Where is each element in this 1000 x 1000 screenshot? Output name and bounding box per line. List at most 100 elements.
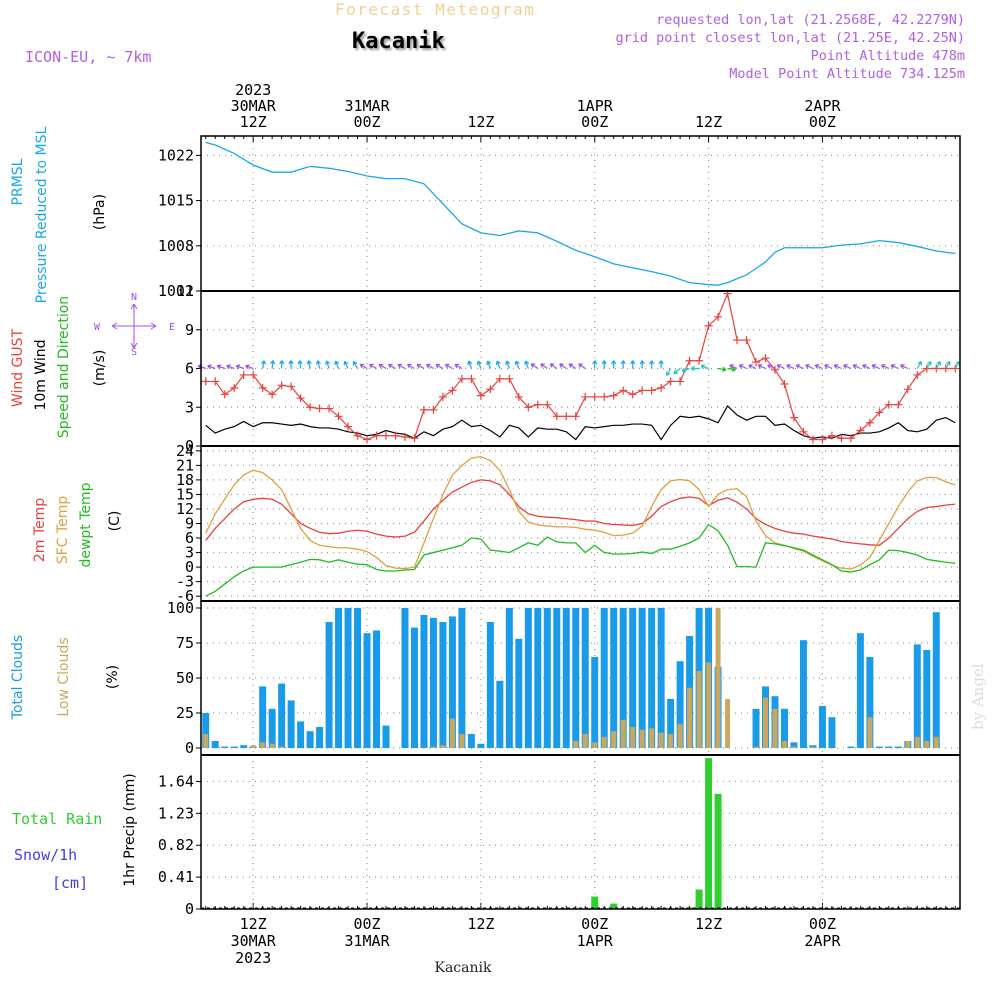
wind-direction-arrow xyxy=(260,360,267,369)
bottom-time-label: 2APR xyxy=(804,932,841,950)
wind-direction-arrow xyxy=(748,364,757,370)
bottom-time-label: 12Z xyxy=(467,915,494,933)
y-tick-label: 12 xyxy=(176,282,194,300)
gust-marker xyxy=(334,412,343,421)
total-cloud-bar xyxy=(325,622,333,748)
dewpoint-label: dewpt Temp xyxy=(78,482,94,567)
y-tick-label: 18 xyxy=(176,471,194,489)
wind-direction-arrow xyxy=(935,361,941,369)
wind-direction-arrow xyxy=(524,360,530,369)
y-tick-label: 1001 xyxy=(158,282,194,300)
snow-unit-label: [cm] xyxy=(52,874,88,892)
wind-unit: (m/s) xyxy=(92,350,108,387)
total-cloud-bar xyxy=(543,608,551,748)
y-tick-label: 1022 xyxy=(158,146,194,164)
total-cloud-bar xyxy=(344,608,352,748)
low-cloud-bar xyxy=(706,662,712,748)
gust-marker xyxy=(344,422,353,431)
gust-marker xyxy=(306,403,315,412)
total-cloud-bar xyxy=(667,699,675,748)
low-cloud-bar xyxy=(260,742,266,748)
clouds-unit: (%) xyxy=(105,665,121,689)
gust-marker xyxy=(666,377,675,386)
temp-sfc-line xyxy=(205,455,956,570)
gust-marker xyxy=(913,370,922,379)
gust-marker xyxy=(571,412,580,421)
gust-marker xyxy=(808,435,817,444)
total-cloud-bar xyxy=(259,686,267,748)
temp-2m-label: 2m Temp xyxy=(32,498,48,562)
top-time-label: 2023 xyxy=(235,81,271,99)
low-cloud-bar xyxy=(459,734,465,748)
wind-direction-arrow xyxy=(824,364,833,370)
wind-direction-arrow xyxy=(900,364,909,370)
gust-marker xyxy=(903,385,912,394)
gust-marker xyxy=(400,432,409,441)
gust-marker xyxy=(296,394,305,403)
wind-direction-arrow xyxy=(833,364,842,370)
wind-direction-arrow xyxy=(945,361,951,369)
total-cloud-bar xyxy=(790,742,798,748)
total-cloud-bar xyxy=(524,608,532,748)
low-cloud-bar xyxy=(781,741,787,748)
wind-direction-arrow xyxy=(454,363,463,370)
wind-direction-arrow xyxy=(658,360,664,369)
total-cloud-bar xyxy=(856,633,864,748)
total-cloud-bar xyxy=(638,608,646,748)
total-cloud-bar xyxy=(515,638,523,748)
gust-marker xyxy=(695,356,704,365)
total-cloud-bar xyxy=(610,608,618,748)
precip-unit: 1hr Precip (mm) xyxy=(122,773,138,886)
top-time-label: 00Z xyxy=(581,113,608,131)
wind-direction-arrow xyxy=(814,364,823,370)
total-cloud-bar xyxy=(799,640,807,748)
total-cloud-bar xyxy=(572,608,580,748)
rain-bar xyxy=(705,758,713,909)
gust-marker xyxy=(325,404,334,413)
top-time-label: 2APR xyxy=(804,97,841,115)
wind-direction-arrow xyxy=(407,363,415,370)
top-time-label: 31MAR xyxy=(344,97,390,115)
total-cloud-bar xyxy=(496,680,504,748)
wind-gust-line xyxy=(205,291,956,441)
grid-point-coords: grid point closest lon,lat (21.25E, 42.2… xyxy=(616,30,966,46)
low-cloud-bar xyxy=(658,732,664,748)
bottom-time-label: 31MAR xyxy=(344,932,390,950)
gust-marker xyxy=(353,431,362,440)
gust-marker xyxy=(884,400,893,409)
total-cloud-bar xyxy=(373,630,381,748)
total-cloud-bar xyxy=(363,633,371,748)
gust-marker xyxy=(657,383,666,392)
total-cloud-bar xyxy=(818,706,826,748)
gust-marker xyxy=(543,400,552,409)
wind-direction-arrow xyxy=(514,360,520,369)
total-cloud-bar xyxy=(581,608,589,748)
gust-marker xyxy=(230,383,239,392)
gust-marker xyxy=(220,390,229,399)
wind-direction-arrow xyxy=(435,363,444,370)
wind-direction-arrow xyxy=(245,364,254,370)
gust-marker xyxy=(581,392,590,401)
low-cloud-bar xyxy=(867,717,873,748)
gust-marker xyxy=(619,386,628,395)
gust-marker xyxy=(211,377,220,386)
wind-direction-arrow xyxy=(467,360,473,369)
chart-subtitle: Forecast Meteogram xyxy=(335,0,535,19)
wind-direction-arrow xyxy=(397,363,406,370)
rain-bar xyxy=(610,903,618,909)
total-cloud-bar xyxy=(894,746,902,748)
y-tick-label: 9 xyxy=(185,515,194,533)
gust-marker xyxy=(258,383,267,392)
total-cloud-bar xyxy=(866,657,874,748)
y-tick-label: 1.23 xyxy=(158,804,194,822)
low-cloud-bar xyxy=(763,697,769,748)
direction-label: Speed and Direction xyxy=(56,296,72,438)
low-cloud-bar xyxy=(914,736,920,748)
top-time-label: 00Z xyxy=(353,113,380,131)
wind-direction-arrow xyxy=(369,363,377,370)
gust-marker xyxy=(865,418,874,427)
gust-marker xyxy=(438,392,447,401)
wind-direction-arrow xyxy=(727,366,736,372)
wind-direction-arrow xyxy=(916,361,922,369)
gust-marker xyxy=(932,364,941,373)
